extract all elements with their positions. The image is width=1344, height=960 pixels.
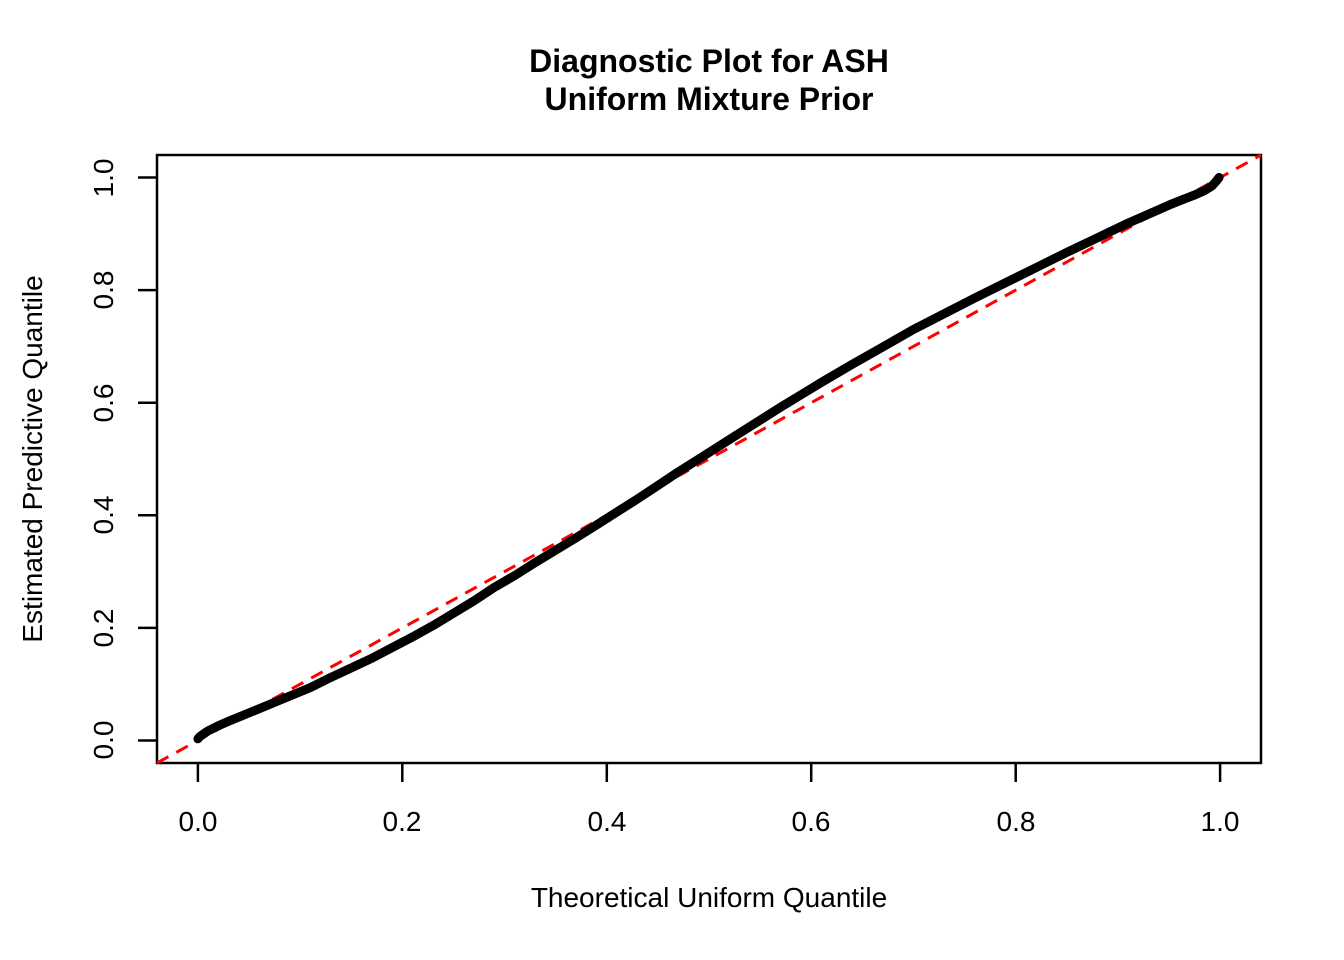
reference-diagonal-line <box>156 153 1262 765</box>
x-tick-label-0.0: 0.0 <box>178 806 218 837</box>
qq-curve-line <box>193 173 1224 744</box>
x-tick-label-1.0: 1.0 <box>1200 806 1240 837</box>
x-axis-tick-marks <box>196 763 1222 782</box>
plot-box <box>155 153 1263 765</box>
y-tick-label-0.4: 0.4 <box>88 495 119 535</box>
x-tick-label-0.4: 0.4 <box>587 806 627 837</box>
y-tick-label-1.0: 1.0 <box>88 158 119 198</box>
x-tick-label-0.6: 0.6 <box>791 806 831 837</box>
chart-title-line2: Uniform Mixture Prior <box>544 81 874 117</box>
y-tick-label-0.8: 0.8 <box>88 270 119 310</box>
y-tick-label-0.0: 0.0 <box>88 720 119 760</box>
y-axis-title: Estimated Predictive Quantile <box>17 275 48 643</box>
x-axis-title: Theoretical Uniform Quantile <box>530 882 888 913</box>
y-tick-label-0.2: 0.2 <box>88 608 119 648</box>
chart-title-line1: Diagnostic Plot for ASH <box>529 43 889 79</box>
x-tick-label-0.8: 0.8 <box>996 806 1036 837</box>
y-tick-label-0.6: 0.6 <box>88 383 119 423</box>
x-tick-label-0.2: 0.2 <box>382 806 422 837</box>
chart-title: Diagnostic Plot for ASH Uniform Mixture … <box>529 42 889 118</box>
y-axis-tick-marks <box>138 176 157 742</box>
